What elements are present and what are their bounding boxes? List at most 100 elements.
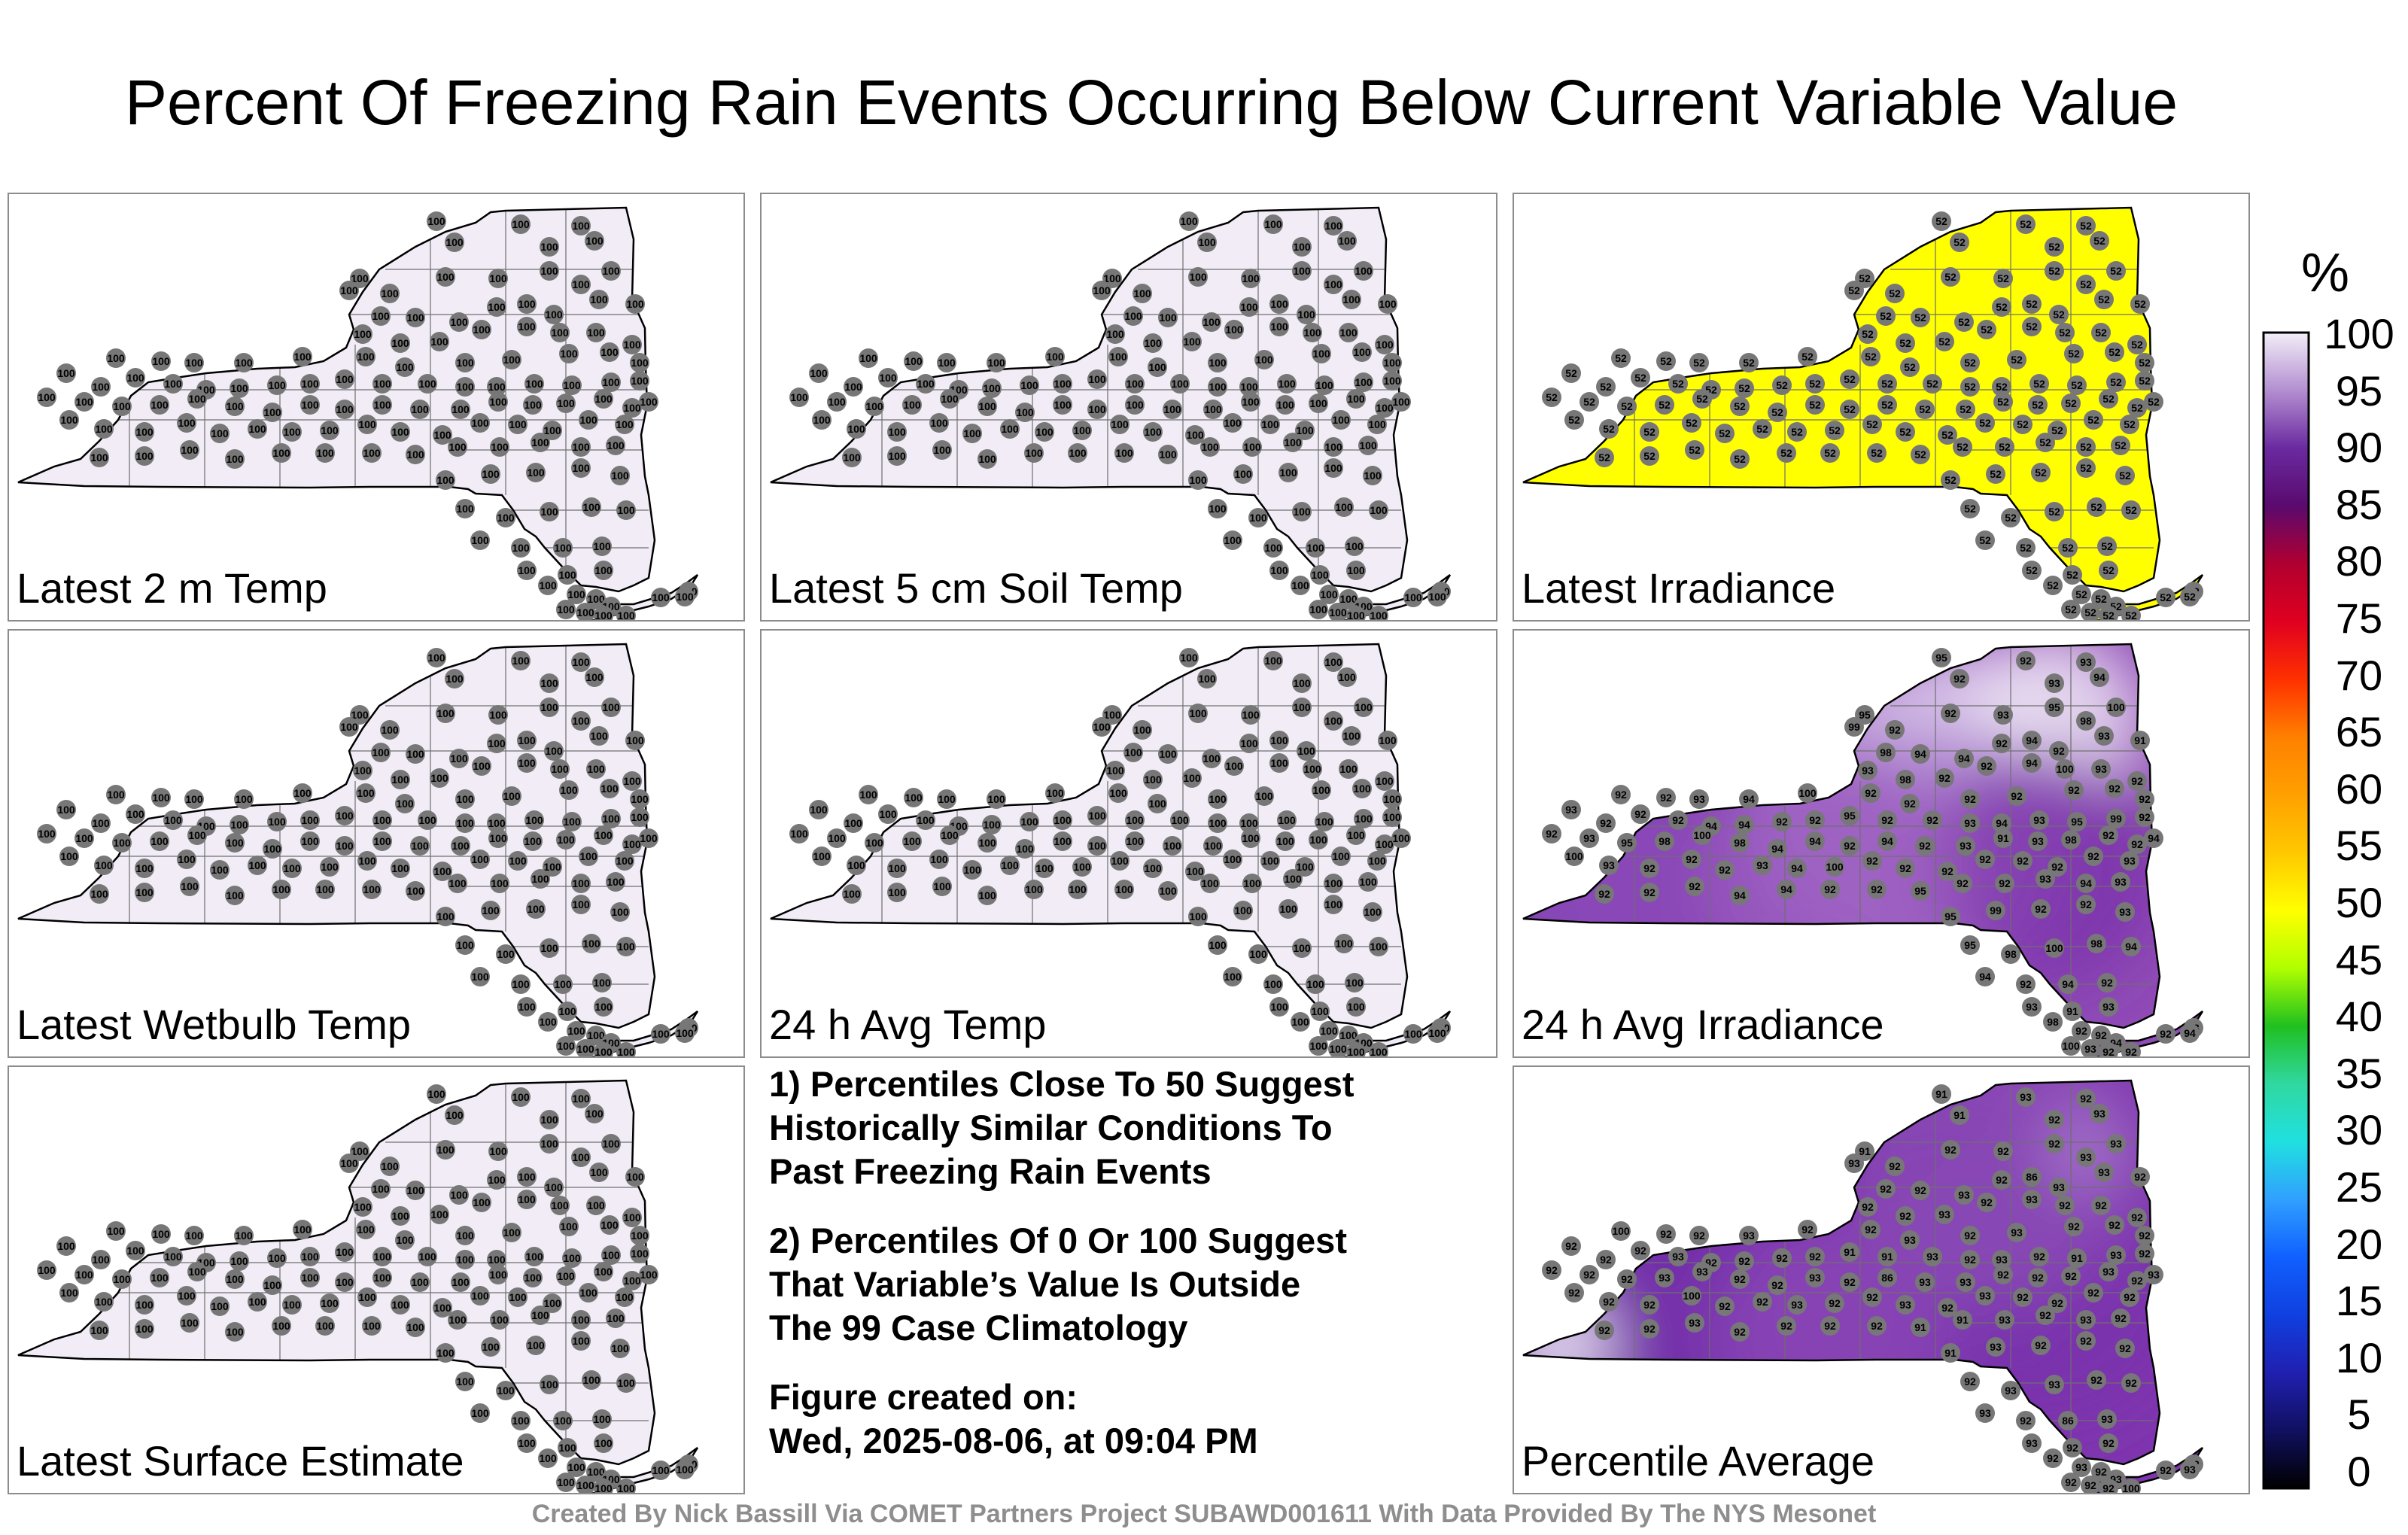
station-marker: 100 [320, 421, 339, 440]
station-value: 92 [1809, 1251, 1821, 1263]
station-marker: 100 [74, 1265, 94, 1284]
station-value: 52 [1809, 399, 1821, 411]
station-marker: 100 [887, 446, 907, 466]
station-value: 92 [1844, 1276, 1856, 1288]
station-value: 100 [406, 885, 424, 897]
station-value: 100 [617, 1377, 635, 1389]
station-marker: 93 [2106, 1245, 2126, 1265]
station-value: 100 [1255, 354, 1273, 366]
station-marker: 92 [1805, 810, 1825, 830]
station-marker: 52 [1805, 374, 1825, 394]
station-value: 100 [576, 606, 594, 619]
station-marker: 92 [1885, 1157, 1905, 1176]
station-marker: 92 [1876, 1179, 1896, 1199]
station-value: 92 [1621, 1273, 1633, 1285]
station-value: 100 [1347, 609, 1365, 620]
station-marker: 92 [2064, 1217, 2084, 1236]
station-marker: 92 [1772, 812, 1792, 831]
station-value: 100 [1144, 337, 1162, 349]
station-value: 92 [1693, 1230, 1705, 1242]
station-value: 100 [363, 1320, 381, 1332]
station-value: 100 [1683, 1290, 1701, 1302]
station-marker: 100 [524, 374, 544, 394]
station-marker: 100 [1358, 436, 1378, 455]
station-value: 100 [905, 355, 923, 367]
station-marker: 100 [809, 363, 829, 383]
station-value: 52 [2119, 470, 2131, 482]
station-marker: 100 [315, 443, 335, 463]
station-marker: 91 [1993, 828, 2013, 848]
station-marker: 100 [272, 443, 291, 463]
station-value: 93 [2026, 1193, 2038, 1205]
station-value: 100 [411, 403, 429, 415]
station-marker: 100 [1292, 502, 1312, 521]
station-marker: 100 [1239, 377, 1259, 397]
station-marker: 100 [488, 1265, 508, 1284]
station-value: 92 [1866, 855, 1878, 867]
station-value: 100 [1133, 724, 1151, 736]
station-value: 100 [1159, 448, 1177, 460]
station-marker: 100 [487, 734, 506, 753]
station-value: 100 [1335, 501, 1353, 513]
station-marker: 100 [391, 333, 410, 353]
station-marker: 100 [1053, 810, 1072, 830]
station-marker: 98 [2076, 711, 2096, 731]
station-marker: 100 [1224, 756, 1244, 776]
station-marker: 52 [2081, 603, 2100, 620]
station-value: 100 [1347, 1001, 1365, 1013]
station-value: 100 [572, 220, 590, 232]
station-marker: 52 [2048, 421, 2067, 440]
station-value: 100 [445, 236, 464, 248]
station-marker: 93 [1954, 1185, 1974, 1205]
state-outline [770, 206, 1409, 593]
station-marker: 100 [1367, 415, 1387, 434]
station-value: 100 [594, 1482, 613, 1493]
station-marker: 52 [2121, 606, 2141, 620]
station-marker: 93 [1739, 1226, 1759, 1245]
station-marker: 52 [1682, 413, 1701, 433]
colorbar-tick-label: 85 [2335, 480, 2383, 528]
station-marker: 100 [651, 1024, 670, 1044]
station-marker: 100 [571, 1089, 591, 1108]
station-value: 100 [1224, 534, 1242, 546]
station-value: 100 [978, 453, 996, 465]
station-value: 100 [676, 591, 694, 603]
station-value: 52 [2080, 462, 2092, 474]
station-value: 100 [1054, 399, 1072, 411]
station-marker: 52 [1825, 421, 1844, 440]
station-value: 100 [448, 441, 467, 453]
station-value: 100 [1279, 903, 1297, 915]
station-value: 100 [456, 503, 474, 515]
station-marker: 100 [395, 1230, 415, 1250]
station-marker: 100 [517, 317, 537, 336]
station-value: 100 [1242, 396, 1260, 408]
station-value: 100 [448, 1314, 467, 1326]
station-value: 99 [2110, 813, 2122, 825]
station-marker: 92 [1640, 859, 1659, 878]
station-marker: 100 [436, 704, 455, 723]
station-value: 93 [1904, 1234, 1916, 1246]
station-value: 93 [1996, 1254, 2008, 1266]
station-value: 100 [1284, 436, 1302, 448]
station-value: 100 [1339, 593, 1358, 605]
station-value: 52 [1938, 336, 1950, 348]
station-value: 100 [527, 467, 545, 479]
station-value: 92 [1862, 1201, 1874, 1213]
station-marker: 100 [472, 320, 491, 339]
station-marker: 100 [904, 788, 923, 807]
station-value: 100 [1201, 877, 1219, 889]
station-value: 100 [456, 1230, 474, 1242]
station-value: 94 [2062, 978, 2074, 990]
station-value: 100 [905, 792, 923, 804]
station-value: 100 [602, 376, 620, 388]
station-value: 100 [427, 652, 445, 664]
station-value: 100 [1261, 418, 1279, 430]
station-value: 100 [226, 1273, 244, 1285]
station-marker: 100 [526, 1336, 546, 1355]
station-marker: 52 [1858, 324, 1877, 344]
station-value: 92 [1719, 864, 1731, 876]
station-value: 100 [1324, 441, 1342, 453]
station-marker: 100 [977, 449, 997, 469]
station-value: 52 [2139, 357, 2151, 369]
station-value: 100 [652, 591, 670, 603]
